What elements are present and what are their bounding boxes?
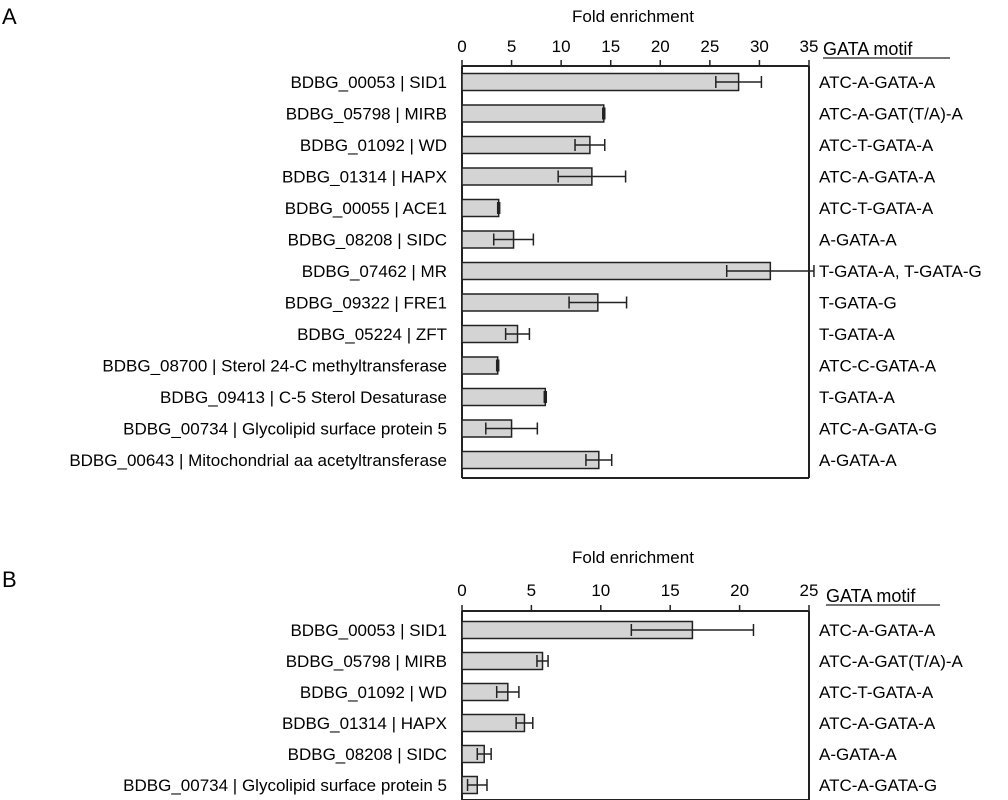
gata-motif-label: ATC-T-GATA-A: [819, 683, 934, 702]
bar: [461, 356, 499, 375]
bar: [461, 135, 591, 155]
category-label: BDBG_01314 | HAPX: [282, 714, 447, 733]
category-label: BDBG_08208 | SIDC: [288, 745, 447, 764]
category-label: BDBG_01092 | WD: [300, 683, 447, 702]
gata-motif-label: T-GATA-A: [819, 388, 896, 407]
category-label: BDBG_05798 | MIRB: [286, 652, 447, 671]
gata-motif-label: ATC-A-GATA-A: [819, 73, 936, 92]
x-tick-label: 5: [507, 37, 516, 56]
bar: [461, 104, 605, 123]
category-label: BDBG_05798 | MIRB: [286, 105, 447, 124]
x-axis-title: Fold enrichment: [572, 548, 694, 567]
panel-b: B Fold enrichment 0 5 10 15 20 25 GATA motif BDBG…: [2, 548, 964, 800]
category-label: BDBG_05224 | ZFT: [297, 325, 447, 344]
category-label: BDBG_08700 | Sterol 24-C methyltransfera…: [102, 357, 447, 376]
gata-motif-label: ATC-A-GATA-G: [819, 776, 937, 795]
category-label: BDBG_07462 | MR: [302, 262, 447, 281]
category-label: BDBG_01092 | WD: [300, 136, 447, 155]
x-axis-title: Fold enrichment: [572, 7, 694, 26]
gata-motif-label: ATC-A-GATA-G: [819, 420, 937, 439]
gata-motif-header: GATA motif: [823, 39, 913, 59]
x-tick-label: 15: [601, 37, 620, 56]
x-tick-label: 0: [457, 37, 466, 56]
gata-motif-label: ATC-A-GATA-A: [819, 621, 936, 640]
x-tick-label: 10: [552, 37, 571, 56]
gata-motif-label: T-GATA-A, T-GATA-G: [819, 262, 982, 281]
x-tick-label: 0: [457, 581, 466, 600]
category-label: BDBG_08208 | SIDC: [288, 231, 447, 250]
bar: [461, 450, 600, 470]
category-label: BDBG_00055 | ACE1: [285, 199, 447, 218]
category-label: BDBG_00053 | SID1: [290, 621, 447, 640]
panel-letter: A: [2, 4, 17, 29]
bar: [461, 72, 740, 92]
x-tick-label: 25: [800, 581, 819, 600]
category-label: BDBG_00053 | SID1: [290, 73, 447, 92]
x-tick-label: 10: [591, 581, 610, 600]
x-tick-label: 5: [527, 581, 536, 600]
x-tick-label: 15: [661, 581, 680, 600]
x-tick-label: 20: [730, 581, 749, 600]
gata-motif-label: ATC-A-GATA-A: [819, 714, 936, 733]
gata-motif-label: A-GATA-A: [819, 451, 897, 470]
x-tick-label: 25: [700, 37, 719, 56]
bar: [461, 261, 772, 281]
gata-motif-label: A-GATA-A: [819, 231, 897, 250]
bar: [461, 713, 526, 733]
gata-motif-header: GATA motif: [826, 586, 916, 606]
category-label: BDBG_01314 | HAPX: [282, 168, 447, 187]
category-label: BDBG_09322 | FRE1: [285, 294, 447, 313]
category-label: BDBG_00643 | Mitochondrial aa acetyltran…: [69, 451, 447, 470]
gata-motif-label: ATC-T-GATA-A: [819, 136, 934, 155]
gata-motif-label: T-GATA-A: [819, 325, 896, 344]
x-tick-label: 30: [750, 37, 769, 56]
gata-motif-label: ATC-T-GATA-A: [819, 199, 934, 218]
panel-letter: B: [2, 567, 17, 592]
gata-motif-label: A-GATA-A: [819, 745, 897, 764]
category-label: BDBG_09413 | C-5 Sterol Desaturase: [160, 388, 447, 407]
gata-motif-label: T-GATA-G: [819, 294, 897, 313]
x-tick-label: 35: [800, 37, 819, 56]
gata-motif-label: ATC-A-GATA-A: [819, 168, 936, 187]
gata-motif-label: ATC-C-GATA-A: [819, 357, 937, 376]
bar: [461, 198, 500, 218]
gata-motif-label: ATC-A-GAT(T/A)-A: [819, 652, 964, 671]
category-label: BDBG_00734 | Glycolipid surface protein …: [123, 776, 447, 795]
panel-a: A Fold enrichment 0 5 10 15 20 25 30 35 GATA motif…: [2, 4, 982, 479]
category-label: BDBG_00734 | Glycolipid surface protein …: [123, 420, 447, 439]
x-tick-label: 20: [651, 37, 670, 56]
bar: [461, 387, 547, 407]
bar: [461, 651, 544, 671]
gata-motif-label: ATC-A-GAT(T/A)-A: [819, 105, 964, 124]
